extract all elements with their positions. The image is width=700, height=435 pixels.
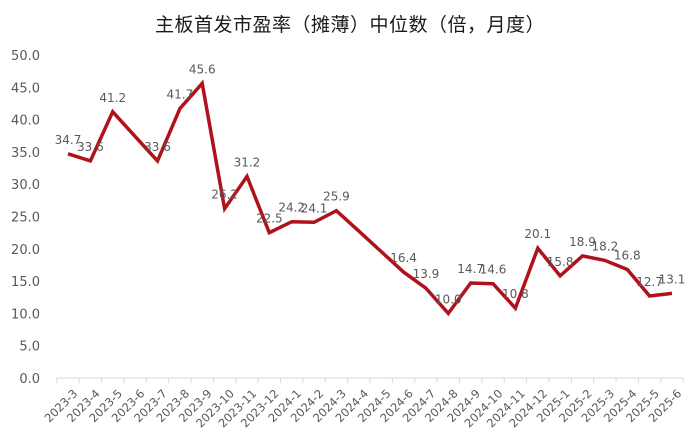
data-label: 14.6 <box>480 263 507 277</box>
data-labels: 34.733.641.233.641.745.626.231.222.524.2… <box>55 62 686 306</box>
y-tick-label: 15.0 <box>11 275 40 290</box>
chart-title: 主板首发市盈率（摊薄）中位数（倍，月度） <box>154 14 545 36</box>
data-label: 33.6 <box>77 140 104 154</box>
data-label: 41.2 <box>99 91 126 105</box>
data-label: 16.4 <box>390 251 417 265</box>
data-label: 45.6 <box>189 62 216 76</box>
data-series <box>67 79 673 317</box>
y-tick-label: 25.0 <box>11 211 40 226</box>
data-label: 15.8 <box>547 255 574 269</box>
x-axis: 2023-32023-42023-52023-62023-72023-82023… <box>42 377 684 430</box>
data-label: 41.7 <box>166 88 193 102</box>
y-tick-label: 45.0 <box>11 81 40 96</box>
data-label: 14.7 <box>457 262 484 276</box>
data-label: 10.0 <box>435 292 462 306</box>
y-tick-label: 50.0 <box>11 49 40 64</box>
data-label: 18.2 <box>592 239 619 253</box>
y-axis: 0.0 5.0 10.0 15.0 20.0 25.0 30.0 35.0 40.0 45.0 50… <box>11 49 40 387</box>
series-line <box>67 79 673 317</box>
y-tick-label: 35.0 <box>11 146 40 161</box>
data-label: 25.9 <box>323 190 350 204</box>
data-label: 31.2 <box>234 155 261 169</box>
data-label: 20.1 <box>524 227 551 241</box>
data-label: 34.7 <box>55 133 82 147</box>
data-label: 26.2 <box>211 188 238 202</box>
y-tick-label: 40.0 <box>11 114 40 129</box>
y-tick-label: 10.0 <box>11 307 40 322</box>
data-label: 24.2 <box>278 201 305 215</box>
data-label: 13.1 <box>659 272 686 286</box>
y-tick-label: 20.0 <box>11 243 40 258</box>
data-label: 22.5 <box>256 212 283 226</box>
data-label: 12.7 <box>636 275 663 289</box>
y-tick-label: 0.0 <box>19 372 40 387</box>
data-label: 33.6 <box>144 140 171 154</box>
data-label: 16.8 <box>614 248 641 262</box>
data-label: 18.9 <box>569 235 596 249</box>
data-label: 10.8 <box>502 287 529 301</box>
data-label: 24.1 <box>301 201 328 215</box>
y-tick-label: 5.0 <box>19 340 40 355</box>
y-tick-label: 30.0 <box>11 178 40 193</box>
data-label: 13.9 <box>413 267 440 281</box>
